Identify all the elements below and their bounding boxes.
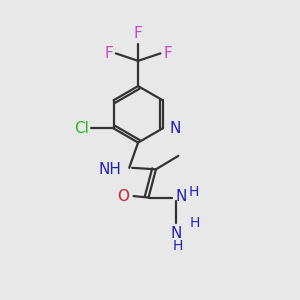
Text: N: N <box>170 226 182 241</box>
Text: Cl: Cl <box>74 121 89 136</box>
Text: F: F <box>164 46 172 61</box>
Text: H: H <box>172 239 182 253</box>
Text: H: H <box>189 184 199 199</box>
Text: H: H <box>190 216 200 230</box>
Text: N: N <box>170 121 182 136</box>
Text: N: N <box>175 189 187 204</box>
Text: NH: NH <box>99 162 122 177</box>
Text: O: O <box>117 189 129 204</box>
Text: F: F <box>104 46 113 61</box>
Text: F: F <box>134 26 142 41</box>
